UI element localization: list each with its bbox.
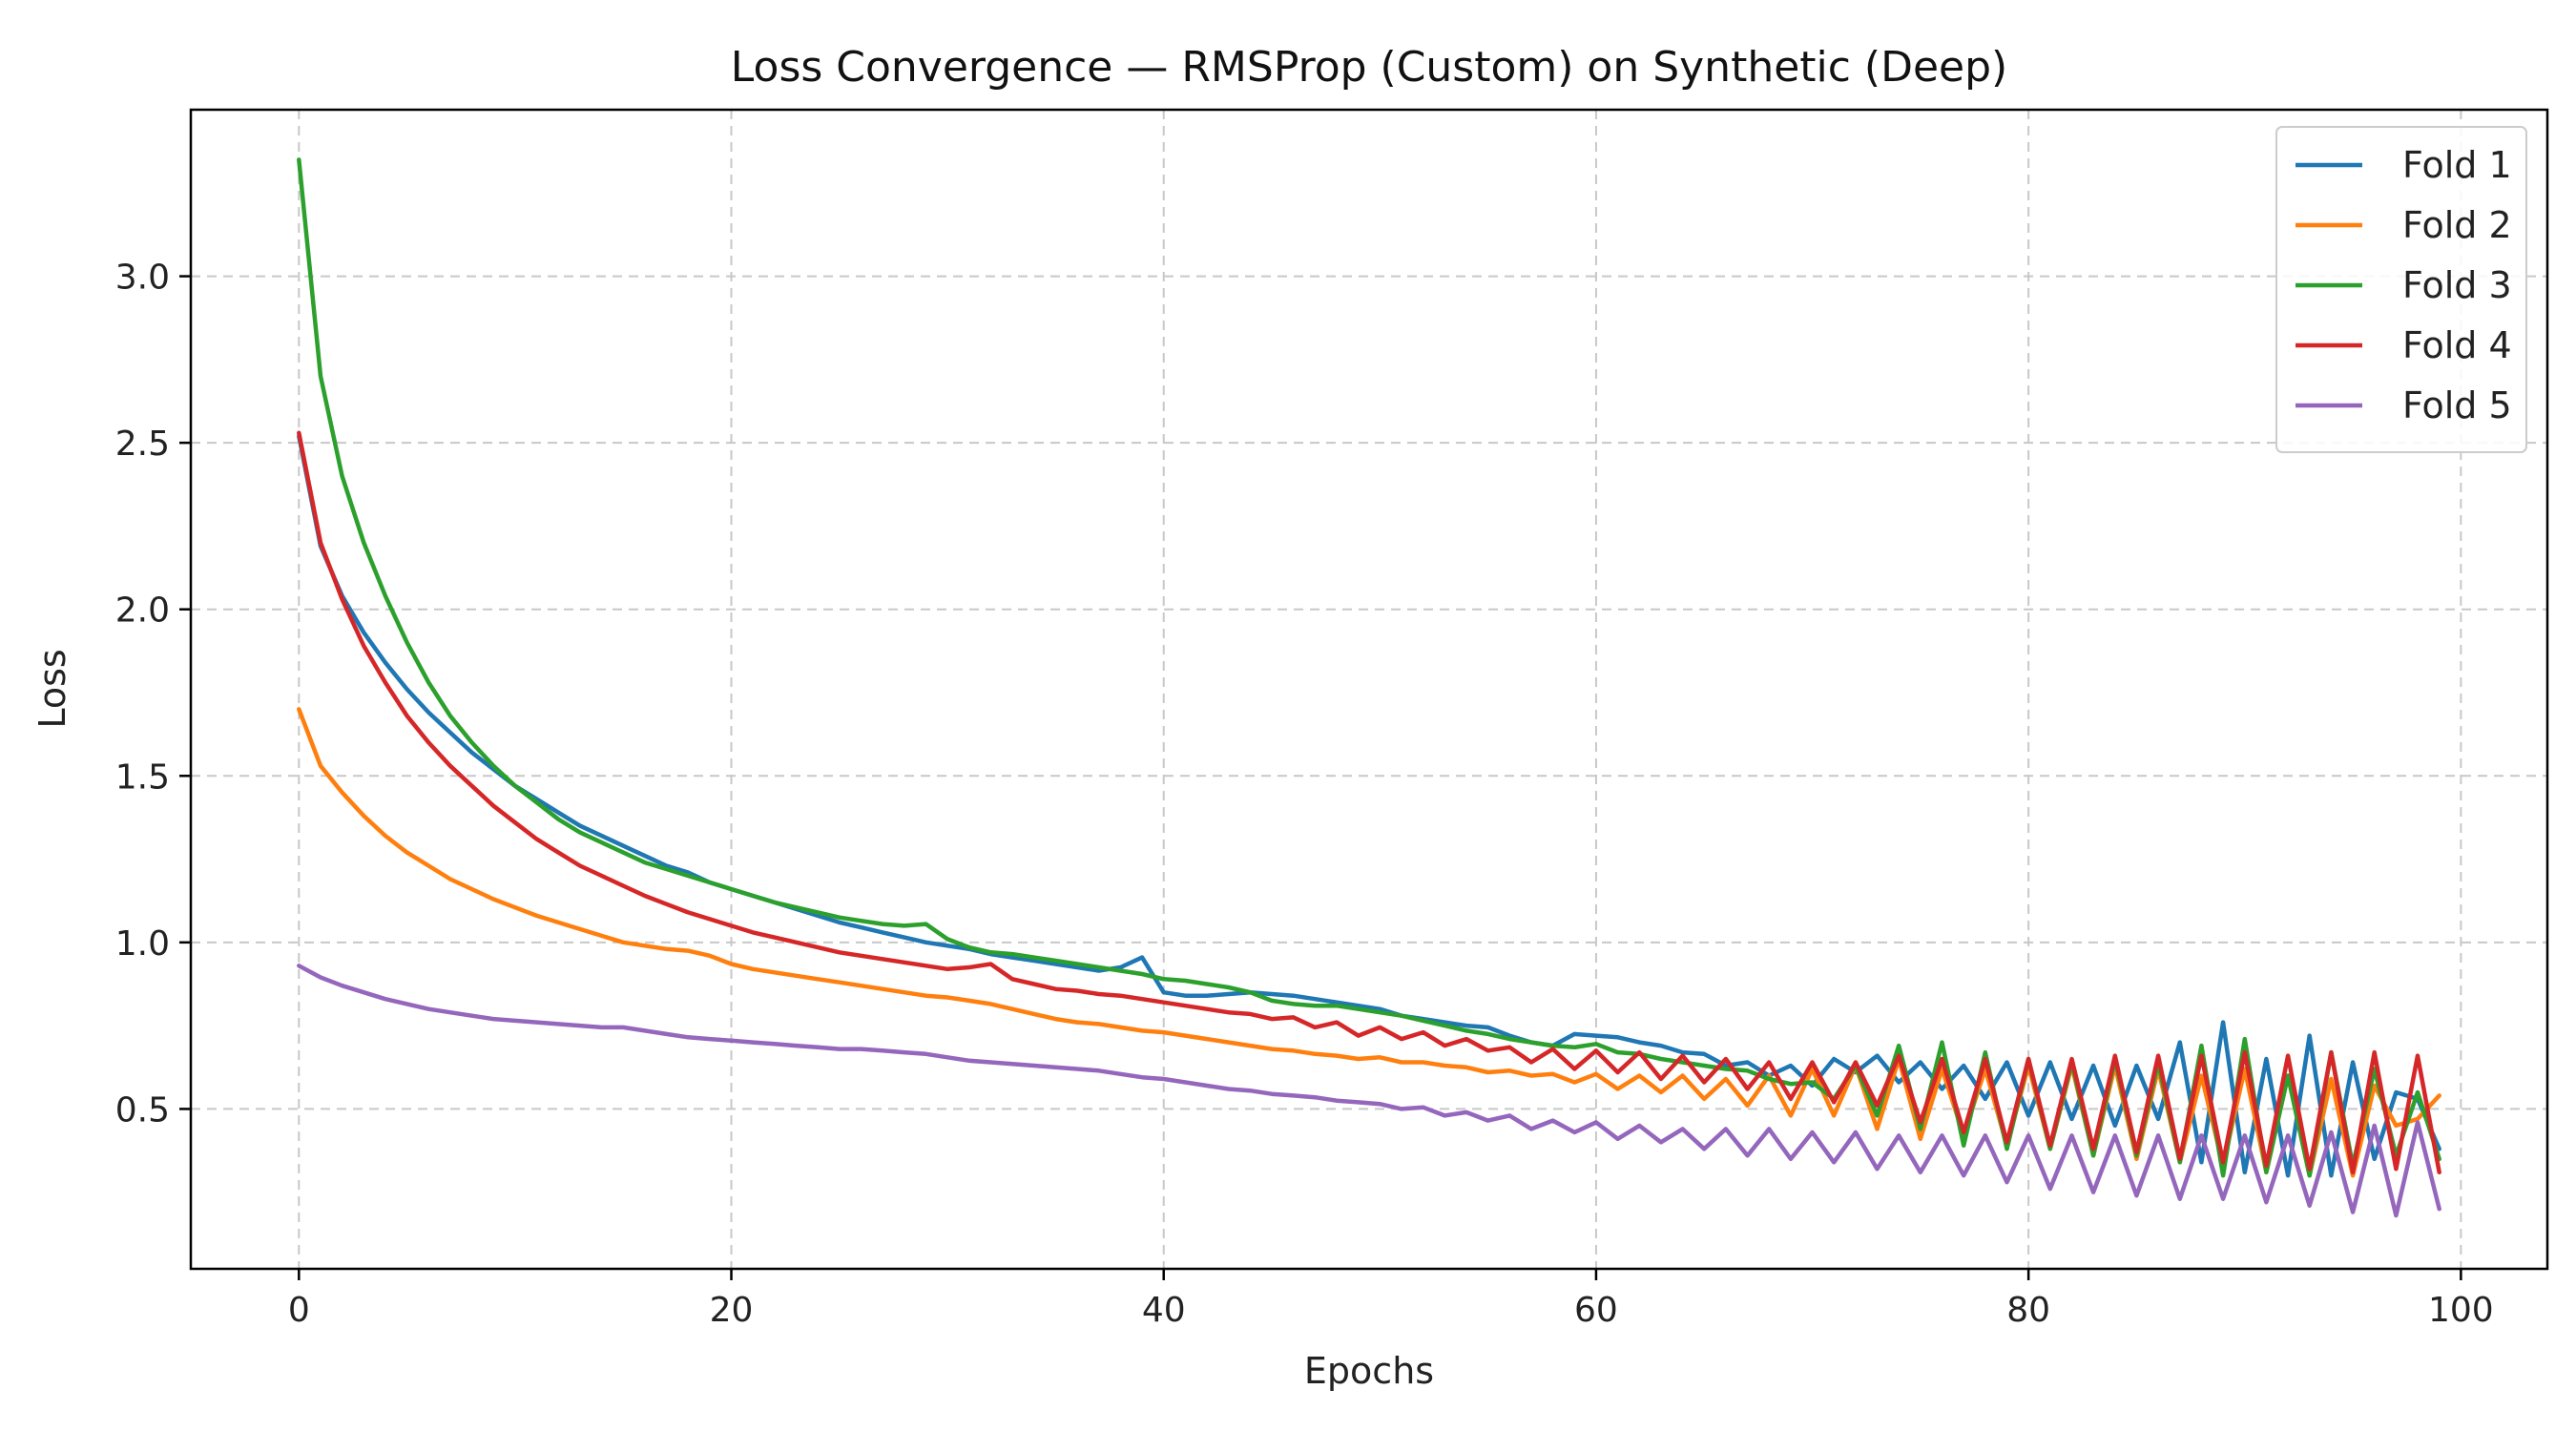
legend-box [2275,126,2527,453]
y-tick-label: 2.0 [115,591,170,631]
legend: Fold 1 Fold 2 Fold 3 Fold 4 Fold 5 [2275,126,2527,453]
y-tick-label: 0.5 [115,1090,170,1130]
axis-ticks: 0 20 40 60 80 100 0.5 1.0 1.5 2.0 2.5 3.0 [115,259,2494,1330]
y-tick-label: 3.0 [115,259,170,298]
series-line-fold-5 [297,964,2441,1218]
legend-label: Fold 2 [2402,204,2512,246]
legend-label: Fold 5 [2402,384,2512,426]
y-tick-label: 1.5 [115,757,170,797]
y-tick-label: 1.0 [115,924,170,964]
y-tick-label: 2.5 [115,425,170,464]
plot-frame [189,108,2549,1271]
x-tick-label: 0 [288,1291,310,1330]
legend-label: Fold 1 [2402,144,2512,186]
x-tick-label: 20 [710,1291,754,1330]
x-tick-label: 80 [2006,1291,2050,1330]
x-tick-label: 60 [1574,1291,1618,1330]
series-line-fold-1 [297,433,2441,1178]
chart-title: Loss Convergence — RMSProp (Custom) on S… [731,43,2007,92]
y-axis-title: Loss [31,649,73,728]
legend-label: Fold 4 [2402,324,2512,366]
x-tick-label: 100 [2428,1291,2494,1330]
series-lines [297,157,2441,1218]
x-axis-title: Epochs [1304,1350,1434,1392]
legend-label: Fold 3 [2402,264,2512,306]
series-line-fold-4 [297,430,2441,1175]
x-tick-label: 40 [1142,1291,1186,1330]
